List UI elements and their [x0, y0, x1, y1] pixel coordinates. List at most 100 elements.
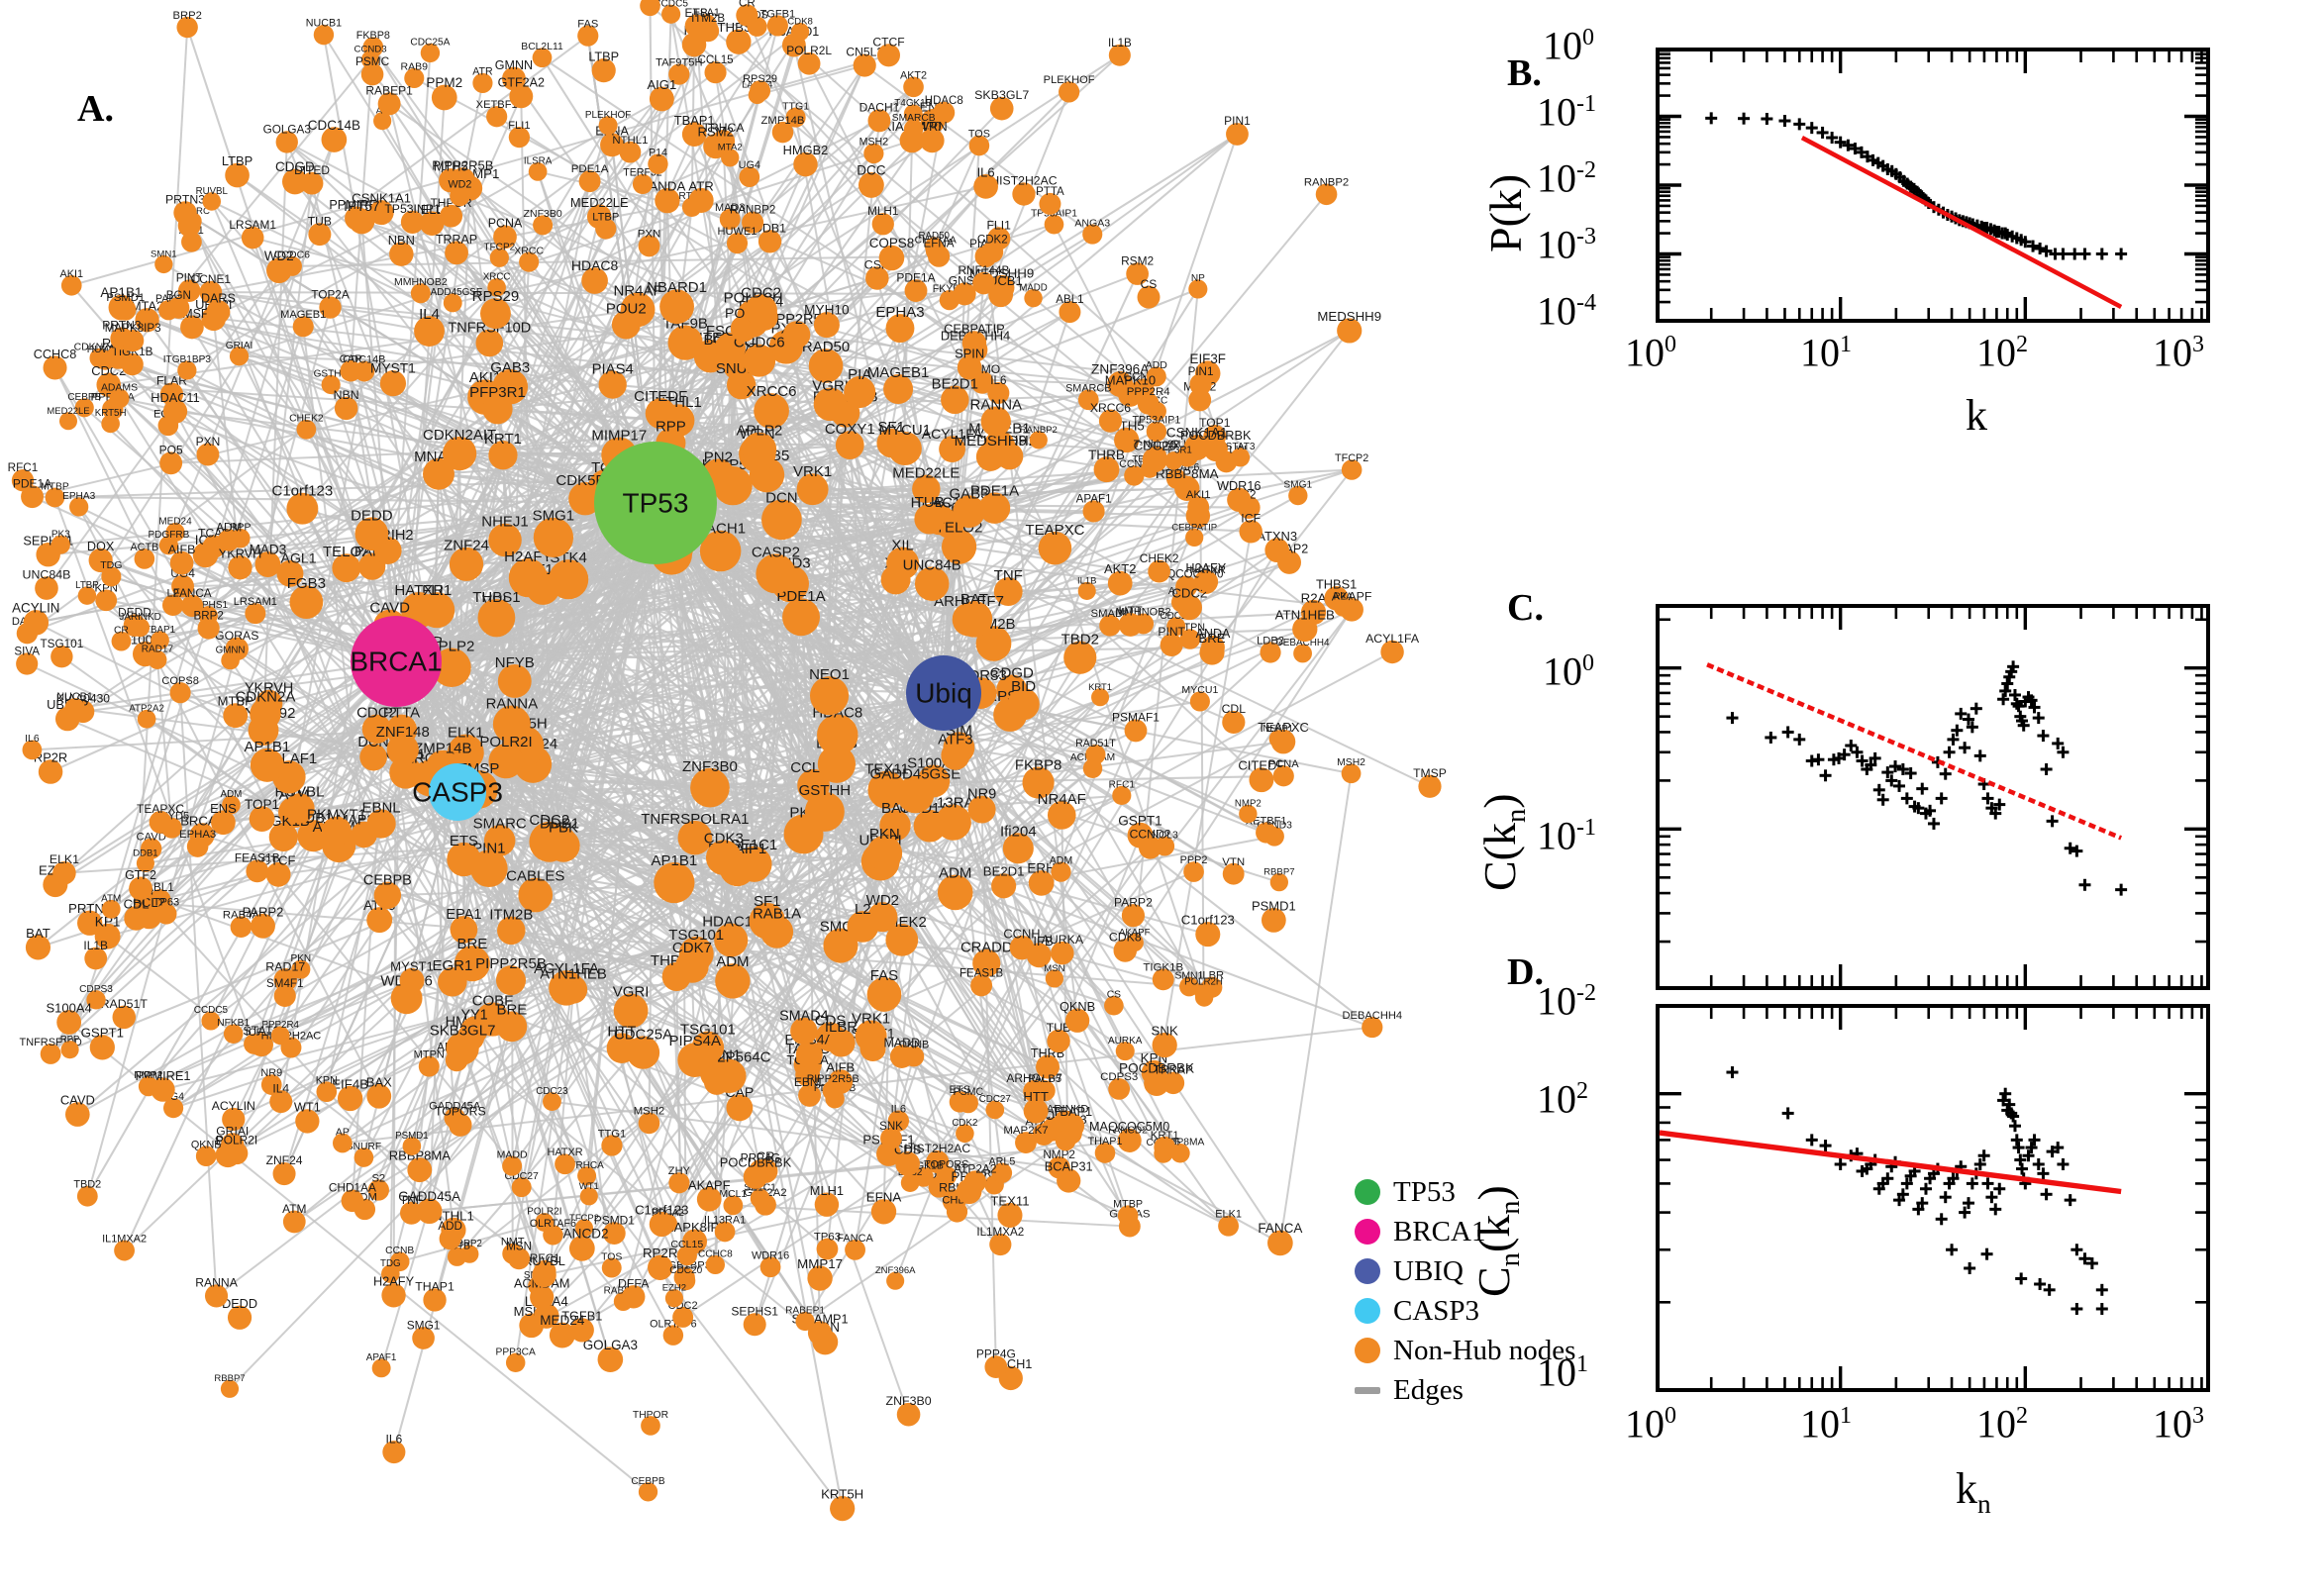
node-circle[interactable]	[807, 1321, 833, 1346]
node-circle[interactable]	[579, 1187, 598, 1206]
node-circle[interactable]	[449, 547, 484, 581]
node-circle[interactable]	[887, 431, 922, 466]
node-circle[interactable]	[35, 576, 58, 600]
node-circle[interactable]	[297, 820, 330, 852]
node-circle[interactable]	[230, 916, 252, 939]
node-circle[interactable]	[366, 907, 393, 934]
node-circle[interactable]	[648, 1254, 673, 1280]
node-circle[interactable]	[1112, 785, 1132, 806]
node-circle[interactable]	[903, 76, 924, 98]
node-circle[interactable]	[1199, 640, 1225, 665]
node-circle[interactable]	[790, 22, 810, 42]
node-circle[interactable]	[439, 1228, 461, 1250]
node-circle[interactable]	[903, 104, 923, 124]
node-circle[interactable]	[89, 1035, 115, 1060]
node-circle[interactable]	[334, 396, 358, 421]
hub-circle[interactable]	[594, 442, 717, 564]
node-circle[interactable]	[276, 559, 304, 587]
node-circle[interactable]	[1138, 836, 1162, 859]
network-node[interactable]: TBD2	[73, 1179, 101, 1207]
node-circle[interactable]	[975, 442, 1005, 471]
network-node[interactable]: FANCA	[1258, 1221, 1302, 1256]
node-circle[interactable]	[961, 331, 987, 355]
node-circle[interactable]	[668, 1172, 690, 1194]
node-circle[interactable]	[246, 859, 269, 883]
node-circle[interactable]	[530, 1285, 555, 1310]
node-circle[interactable]	[159, 451, 183, 475]
node-circle[interactable]	[795, 1311, 815, 1332]
network-node[interactable]: MSH2	[1337, 757, 1365, 784]
node-circle[interactable]	[927, 245, 951, 267]
node-circle[interactable]	[495, 965, 527, 996]
node-circle[interactable]	[332, 1133, 353, 1153]
node-circle[interactable]	[291, 959, 311, 979]
node-circle[interactable]	[697, 20, 720, 43]
node-circle[interactable]	[1022, 766, 1055, 799]
node-circle[interactable]	[649, 1211, 674, 1238]
node-circle[interactable]	[1124, 465, 1145, 486]
node-circle[interactable]	[619, 141, 642, 163]
node-circle[interactable]	[676, 1246, 697, 1266]
node-circle[interactable]	[101, 899, 121, 919]
node-circle[interactable]	[136, 853, 154, 872]
node-circle[interactable]	[432, 648, 471, 688]
node-circle[interactable]	[273, 968, 298, 992]
node-circle[interactable]	[1124, 719, 1148, 743]
node-circle[interactable]	[972, 271, 995, 295]
node-circle[interactable]	[1015, 1132, 1037, 1153]
node-circle[interactable]	[381, 1264, 400, 1283]
node-circle[interactable]	[766, 15, 788, 37]
node-circle[interactable]	[477, 598, 516, 637]
node-circle[interactable]	[386, 734, 419, 766]
node-circle[interactable]	[534, 1303, 559, 1329]
node-circle[interactable]	[177, 360, 197, 380]
node-circle[interactable]	[743, 1313, 766, 1337]
node-circle[interactable]	[438, 967, 467, 997]
node-circle[interactable]	[1024, 288, 1043, 308]
network-node[interactable]: PIN1	[1224, 114, 1251, 146]
node-circle[interactable]	[1175, 575, 1198, 598]
node-circle[interactable]	[206, 300, 231, 324]
node-circle[interactable]	[367, 1179, 389, 1201]
node-circle[interactable]	[807, 1265, 833, 1291]
hub-circle[interactable]	[351, 616, 442, 707]
node-circle[interactable]	[1154, 1136, 1176, 1158]
node-circle[interactable]	[595, 218, 617, 240]
node-circle[interactable]	[16, 652, 39, 675]
node-circle[interactable]	[135, 308, 159, 333]
node-circle[interactable]	[1333, 597, 1353, 617]
node-circle[interactable]	[1104, 995, 1124, 1016]
node-circle[interactable]	[1226, 123, 1249, 146]
node-circle[interactable]	[1002, 833, 1034, 864]
node-circle[interactable]	[1288, 485, 1308, 506]
node-circle[interactable]	[889, 1045, 914, 1068]
node-circle[interactable]	[416, 1198, 443, 1225]
network-node[interactable]: IL6	[22, 734, 43, 760]
node-circle[interactable]	[518, 877, 554, 913]
node-circle[interactable]	[750, 1188, 770, 1209]
node-circle[interactable]	[1009, 935, 1035, 960]
node-circle[interactable]	[876, 44, 901, 67]
node-circle[interactable]	[1077, 581, 1096, 600]
node-circle[interactable]	[597, 1347, 624, 1372]
node-circle[interactable]	[447, 842, 481, 877]
network-node[interactable]: NP	[1188, 273, 1208, 299]
node-circle[interactable]	[919, 128, 945, 153]
node-circle[interactable]	[973, 173, 998, 199]
node-circle[interactable]	[199, 280, 223, 304]
node-circle[interactable]	[1012, 182, 1036, 206]
node-circle[interactable]	[668, 63, 690, 85]
node-circle[interactable]	[366, 809, 396, 839]
node-circle[interactable]	[1185, 528, 1204, 548]
node-circle[interactable]	[1094, 1143, 1116, 1163]
node-circle[interactable]	[1045, 969, 1064, 988]
node-circle[interactable]	[1188, 279, 1208, 299]
network-node[interactable]: MMP17	[797, 1256, 843, 1291]
node-circle[interactable]	[813, 387, 848, 422]
node-circle[interactable]	[1189, 373, 1212, 396]
network-node[interactable]: IL1B	[1077, 575, 1096, 600]
node-circle[interactable]	[496, 1011, 528, 1043]
node-circle[interactable]	[289, 585, 324, 619]
node-circle[interactable]	[1341, 459, 1363, 480]
node-circle[interactable]	[268, 822, 298, 851]
